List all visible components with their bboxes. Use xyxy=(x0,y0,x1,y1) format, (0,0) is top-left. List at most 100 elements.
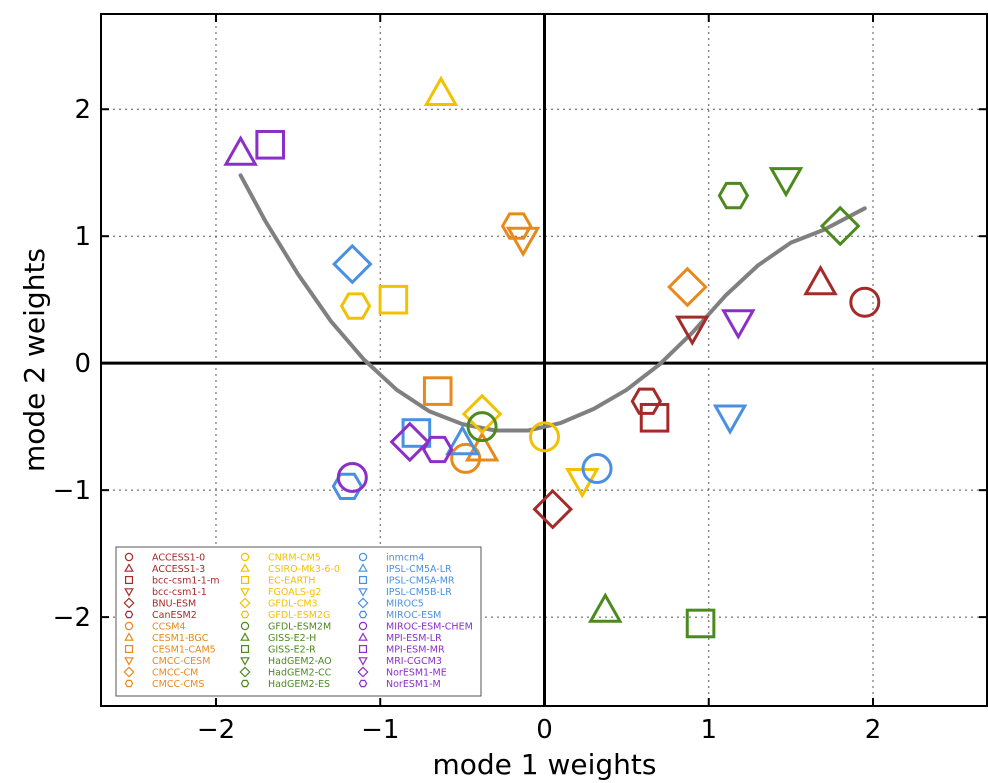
point-gfdl-esm2g xyxy=(339,292,372,320)
legend-frame xyxy=(115,546,482,697)
axis-ticks: −2 −1 0 1 2 −2 −1 0 1 2 xyxy=(53,14,987,745)
x-tick-label: −1 xyxy=(361,715,399,745)
legend-marker xyxy=(124,621,134,631)
legend-marker xyxy=(239,597,251,609)
legend-entry-label: MPI-ESM-MR xyxy=(386,645,445,656)
legend-marker xyxy=(124,563,134,572)
legend-entry-label: CESM1-CAM5 xyxy=(152,645,216,656)
point-cmcc-cm xyxy=(667,266,708,308)
point-cnrm-cm5 xyxy=(529,421,560,453)
legend-entry-label: GFDL-ESM2M xyxy=(268,622,331,633)
legend-marker xyxy=(240,588,250,597)
legend-marker xyxy=(124,610,134,619)
legend-marker xyxy=(240,632,250,641)
y-tick-label: 2 xyxy=(74,95,91,125)
legend-entry-label: ACCESS1-3 xyxy=(152,564,205,575)
legend-entry-label: NorESM1-ME xyxy=(386,668,447,679)
legend-entry-label: EC-EARTH xyxy=(268,576,315,587)
point-bcc-csm1-1-m xyxy=(639,402,670,433)
point-noresm1-m xyxy=(421,435,454,464)
legend-marker xyxy=(240,644,250,654)
point-miroc5 xyxy=(331,243,373,285)
legend-entry-label: HadGEM2-AO xyxy=(268,656,332,667)
point-gfdl-esm2m xyxy=(466,411,498,443)
legend-entry-label: GFDL-ESM2G xyxy=(268,610,330,621)
legend-marker xyxy=(239,666,251,678)
legend-entry-label: IPSL-CM5A-MR xyxy=(386,576,455,587)
legend-entry-label: BNU-ESM xyxy=(152,599,196,610)
legend-marker xyxy=(124,552,134,562)
legend-entry-label: CMCC-CESM xyxy=(152,656,210,667)
point-hadgem2-es xyxy=(717,181,750,210)
legend-marker xyxy=(124,588,134,597)
legend-marker xyxy=(358,610,368,619)
point-ec-earth xyxy=(378,284,409,315)
point-noresm1-me xyxy=(389,421,431,463)
point-ipsl-cm5b-lr xyxy=(712,404,748,435)
point-access1-3 xyxy=(803,264,838,296)
point-ipsl-cm5a-lr xyxy=(445,424,480,456)
legend-entry-label: CMCC-CMS xyxy=(152,679,204,690)
legend: ACCESS1-0ACCESS1-3bcc-csm1-1-mbcc-csm1-1… xyxy=(115,546,482,697)
legend-marker xyxy=(358,632,368,641)
legend-marker xyxy=(124,679,134,688)
legend-entry-label: IPSL-CM5A-LR xyxy=(386,564,452,575)
x-tick-label: 1 xyxy=(700,715,717,745)
legend-entry-label: CCSM4 xyxy=(152,622,186,633)
legend-marker xyxy=(240,563,250,572)
legend-entry-label: GFDL-CM3 xyxy=(268,599,318,610)
point-canesm2 xyxy=(630,387,663,415)
point-gfdl-cm3 xyxy=(461,393,503,435)
legend-entry-label: bcc-csm1-1-m xyxy=(152,576,220,587)
x-tick-label: −2 xyxy=(197,715,235,745)
point-bcc-csm1-1 xyxy=(675,315,710,347)
legend-entry-label: GISS-E2-H xyxy=(268,633,316,644)
legend-marker xyxy=(358,552,368,562)
legend-entry-label: CMCC-CM xyxy=(152,668,198,679)
x-tick-label: 2 xyxy=(865,715,882,745)
legend-entry-label: MIROC-ESM-CHEM xyxy=(386,622,473,633)
fit-curve xyxy=(238,173,867,433)
y-tick-label: −1 xyxy=(53,476,91,506)
legend-entry-label: GISS-E2-R xyxy=(268,645,316,656)
legend-entry-label: CanESM2 xyxy=(152,610,197,621)
legend-marker xyxy=(124,657,134,666)
point-cmcc-cesm xyxy=(505,226,541,258)
legend-entry-label: CSIRO-Mk3-6-0 xyxy=(268,564,340,575)
legend-marker xyxy=(123,597,135,609)
legend-marker xyxy=(358,588,368,597)
legend-entry-label: HadGEM2-CC xyxy=(268,668,332,679)
point-bnu-esm xyxy=(532,488,574,530)
point-miroc-esm xyxy=(331,472,364,500)
legend-marker xyxy=(358,657,368,666)
fit-curve-group xyxy=(238,173,867,433)
y-tick-label: −2 xyxy=(53,603,91,633)
legend-marker xyxy=(240,621,250,631)
point-hadgem2-ao xyxy=(768,167,804,198)
point-mpi-esm-lr xyxy=(223,135,258,166)
legend-entry-label: MIROC5 xyxy=(386,599,424,610)
legend-entry-label: MPI-ESM-LR xyxy=(386,633,442,644)
legend-entry-label: CNRM-CM5 xyxy=(268,553,321,564)
point-ccsm4 xyxy=(450,442,482,474)
legend-marker xyxy=(124,575,134,585)
legend-marker xyxy=(240,575,250,585)
legend-marker xyxy=(240,679,250,688)
data-points xyxy=(223,75,881,639)
point-access1-0 xyxy=(849,286,881,318)
legend-marker xyxy=(357,597,369,609)
point-miroc-esm-chem xyxy=(336,461,368,493)
legend-marker xyxy=(124,644,134,654)
legend-entry-label: CESM1-BGC xyxy=(152,633,209,644)
legend-entry-label: HadGEM2-ES xyxy=(268,679,330,690)
point-mpi-esm-mr xyxy=(255,129,285,160)
y-tick-label: 0 xyxy=(74,349,91,379)
point-inmcm4 xyxy=(581,453,613,485)
legend-marker xyxy=(123,666,135,678)
point-giss-e2-r xyxy=(685,608,716,639)
point-mri-cgcm3 xyxy=(721,309,756,340)
point-cmcc-cms xyxy=(500,212,533,240)
legend-marker xyxy=(358,679,368,688)
legend-marker xyxy=(358,644,368,654)
